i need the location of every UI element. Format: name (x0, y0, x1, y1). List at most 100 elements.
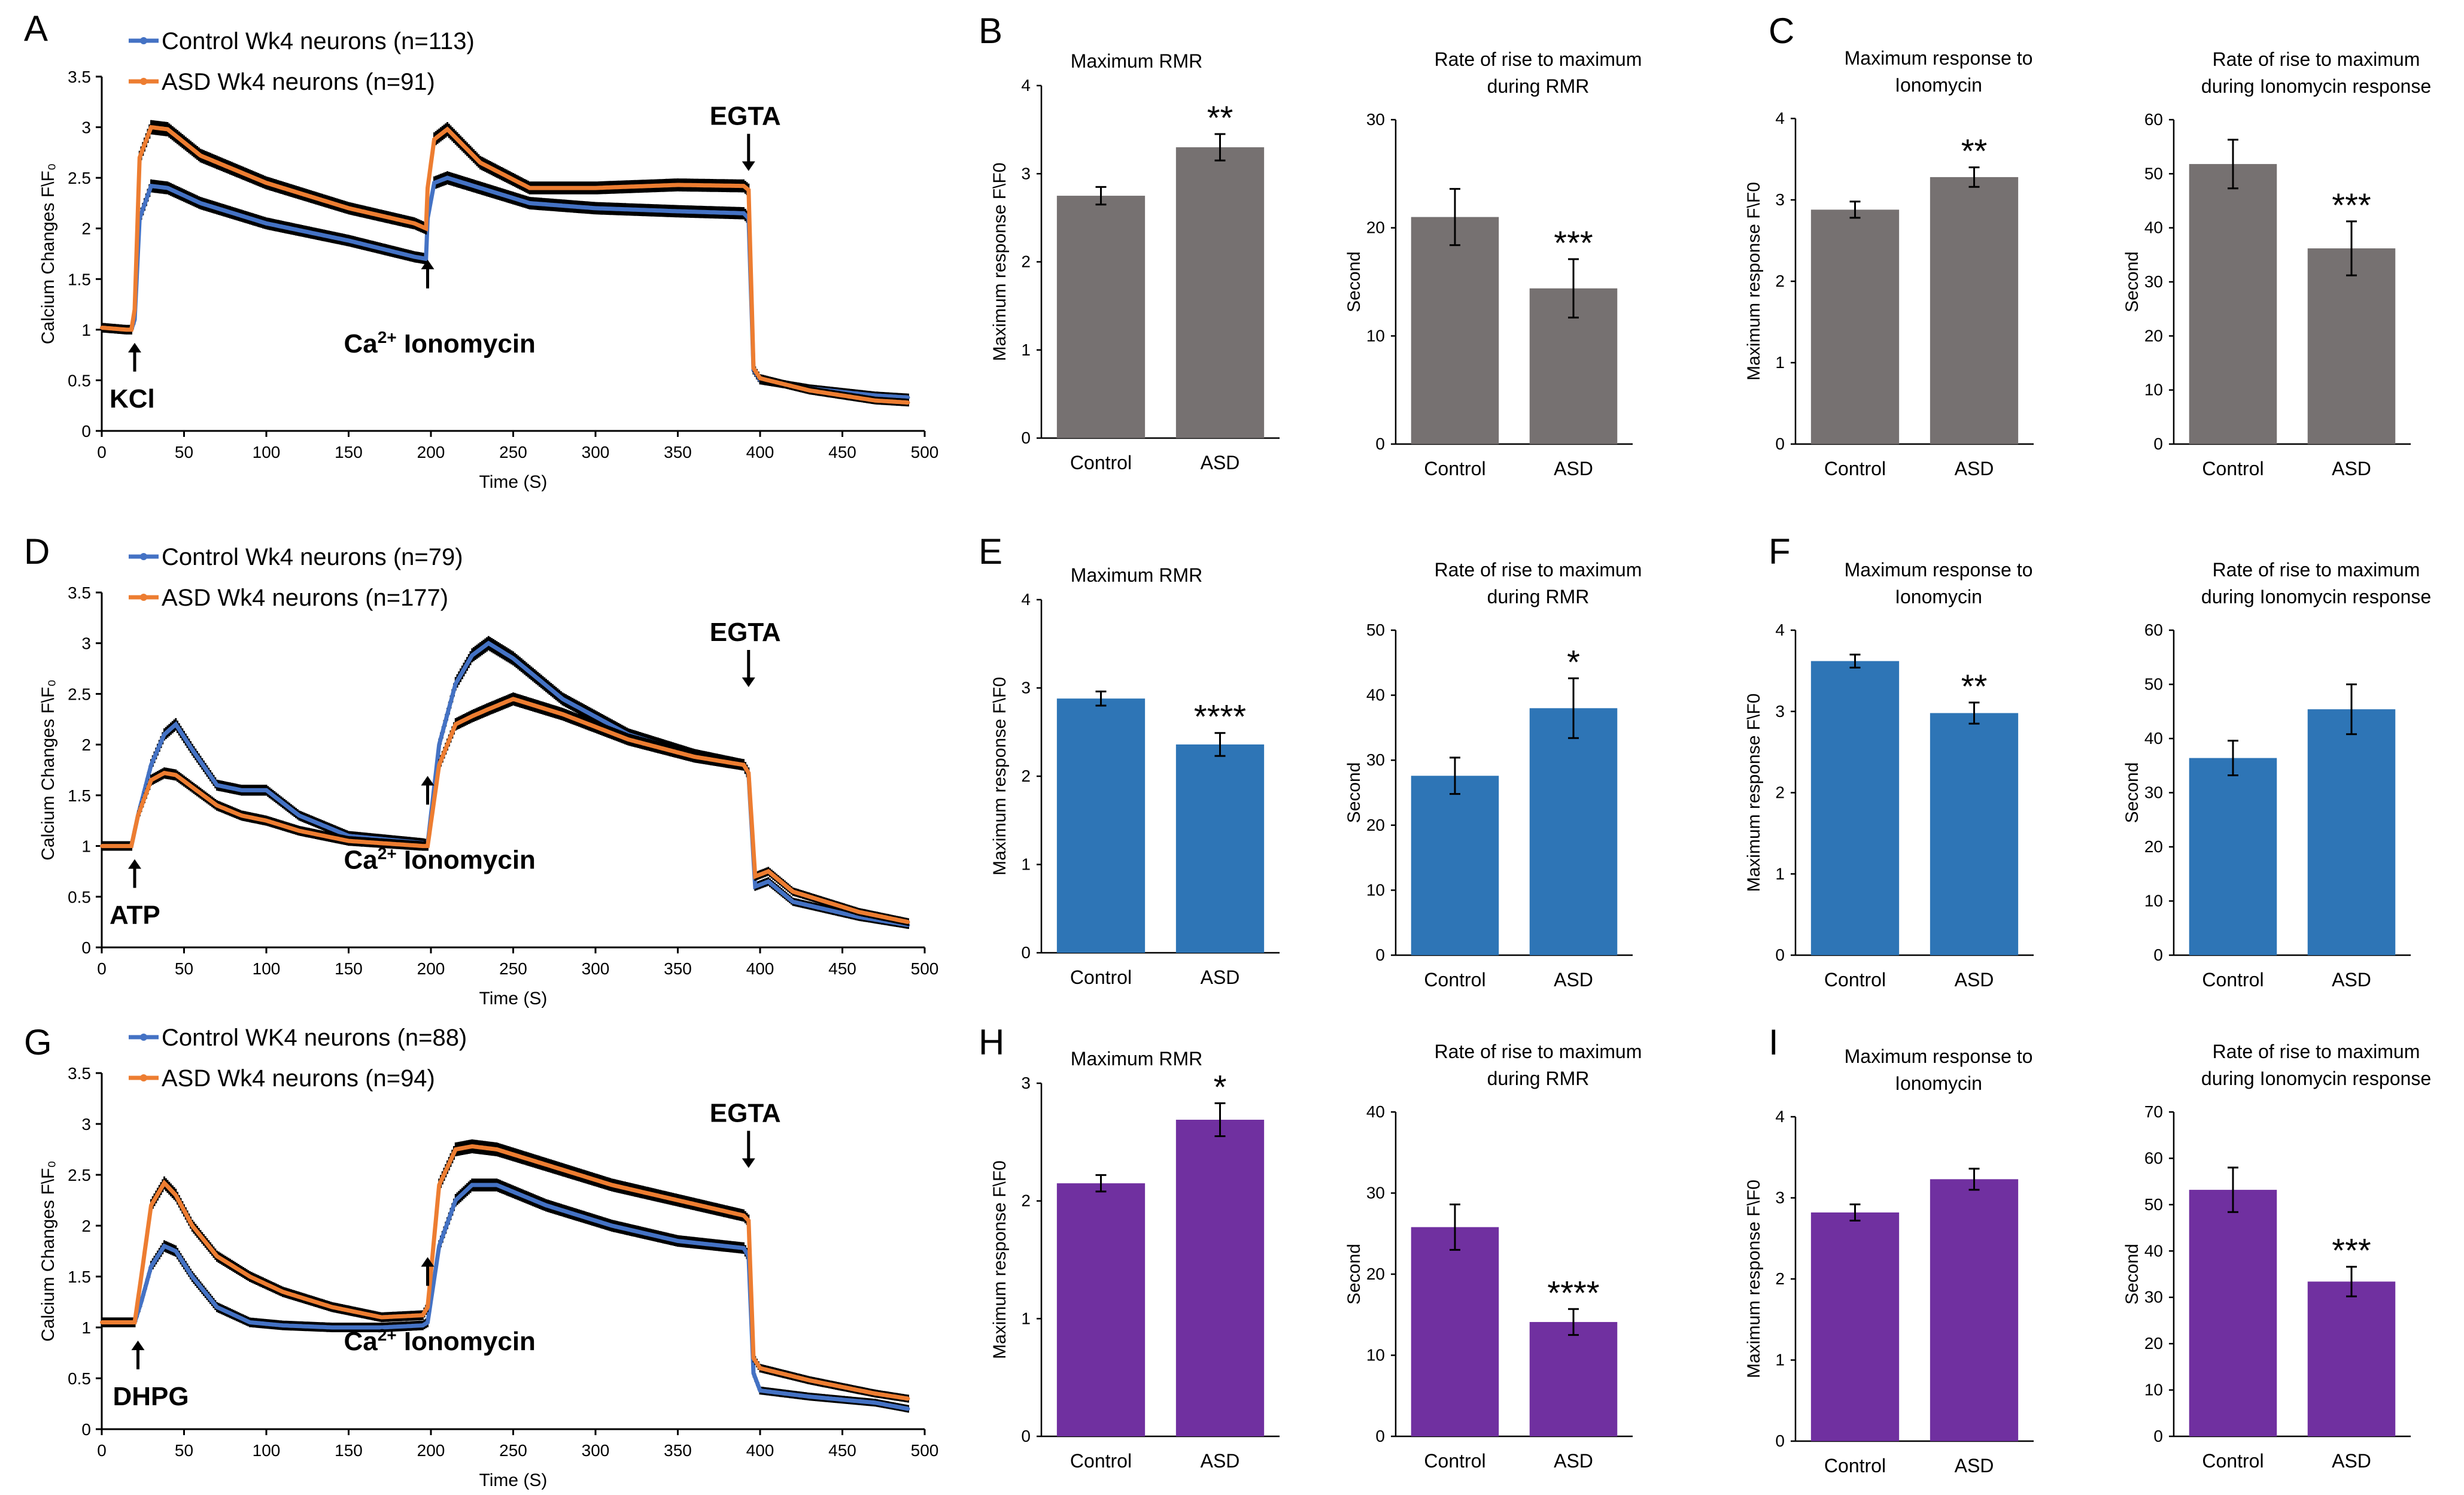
panel-letter: A (24, 8, 48, 48)
category-label: ASD (1554, 969, 1593, 990)
data-point (133, 1320, 136, 1324)
category-label: Control (1070, 967, 1132, 988)
y-axis-title: Maximum response F\F0 (1744, 694, 1764, 892)
data-point (199, 201, 202, 205)
data-point (330, 1305, 334, 1309)
series-asd (100, 692, 910, 926)
data-point (174, 722, 178, 727)
y-axis-title: Calcium Changes F\F₀ (38, 163, 58, 345)
bar-control (2189, 758, 2277, 955)
y-tick-label: 1.5 (68, 786, 91, 805)
y-tick-label: 2 (81, 736, 91, 754)
chart-title: Maximum RMR (1071, 564, 1202, 586)
y-tick-label: 20 (1366, 1265, 1385, 1283)
series-line (102, 1183, 909, 1411)
y-tick-label: 60 (2144, 1148, 2163, 1167)
data-point (454, 1147, 458, 1151)
category-label: Control (2202, 458, 2264, 479)
chart-title-line2: during RMR (1487, 75, 1590, 97)
series-line (101, 175, 909, 400)
y-tick-label: 1 (81, 321, 91, 339)
y-tick-label: 0 (1375, 434, 1385, 453)
x-tick-label: 200 (417, 1441, 445, 1460)
x-tick-label: 450 (828, 959, 856, 978)
data-point (265, 221, 268, 226)
data-point (248, 1275, 252, 1278)
data-point (627, 737, 630, 742)
panel-letter: I (1769, 1022, 1779, 1062)
data-point (174, 1193, 178, 1197)
y-tick-label: 0 (1375, 1427, 1385, 1445)
y-tick-label: 0.5 (68, 371, 91, 390)
series-line (102, 640, 909, 928)
data-point (906, 1407, 910, 1411)
error-whiskers (101, 171, 909, 402)
y-tick-label: 40 (2144, 729, 2163, 748)
x-tick-label: 150 (335, 443, 363, 461)
data-point (742, 184, 746, 188)
y-tick-label: 2 (81, 220, 91, 238)
y-tick-label: 3 (81, 634, 91, 653)
category-label: Control (1824, 1455, 1886, 1476)
data-point (162, 1244, 166, 1248)
category-label: ASD (1201, 1450, 1240, 1472)
y-tick-label: 0 (2153, 946, 2163, 964)
panel-letter: F (1769, 531, 1791, 572)
y-tick-label: 10 (2144, 1381, 2163, 1399)
panel-letter: H (979, 1022, 1004, 1062)
y-tick-label: 1.5 (68, 1268, 91, 1286)
y-axis-title: Maximum response F\F0 (1744, 182, 1764, 381)
legend-label: Control Wk4 neurons (n=79) (162, 544, 463, 570)
data-point (265, 819, 268, 823)
y-tick-label: 0 (1021, 429, 1031, 447)
data-point (100, 1320, 104, 1324)
significance-stars: ** (1961, 667, 1988, 705)
x-tick-label: 250 (499, 1441, 527, 1460)
data-point (478, 160, 482, 165)
data-point (100, 844, 104, 848)
data-point (528, 186, 531, 190)
chart-title-line2: Ionomycin (1895, 74, 1982, 96)
data-point (199, 153, 202, 157)
arrow-head (128, 859, 141, 869)
data-point (412, 255, 417, 259)
y-tick-label: 2.5 (68, 685, 91, 703)
data-point (215, 1305, 219, 1309)
data-point (149, 184, 153, 188)
y-tick-label: 0 (2153, 434, 2163, 453)
y-tick-label: 1.5 (68, 270, 91, 288)
bar-control (1411, 776, 1499, 955)
y-tick-label: 30 (2144, 1288, 2163, 1306)
x-tick-label: 400 (746, 443, 774, 461)
chart-title-line2: during Ionomycin response (2201, 1068, 2431, 1089)
data-point (166, 186, 169, 190)
x-tick-label: 300 (582, 959, 610, 978)
y-tick-label: 70 (2144, 1102, 2163, 1121)
y-tick-label: 1 (1775, 353, 1785, 372)
bar-control (2189, 1190, 2277, 1436)
bar-asd (1175, 147, 1265, 438)
y-axis-title: Calcium Changes F\F₀ (38, 1160, 58, 1342)
y-tick-label: 2.5 (68, 1166, 91, 1184)
data-point (766, 879, 770, 883)
y-tick-label: 1 (1775, 1351, 1785, 1369)
x-tick-label: 500 (911, 1441, 939, 1460)
stimulus-label: KCl (110, 384, 155, 414)
data-point (138, 156, 142, 160)
data-point (190, 785, 195, 789)
y-tick-label: 3 (1775, 1189, 1785, 1207)
data-point (265, 181, 268, 185)
arrow-head (421, 776, 435, 786)
bar-asd (1175, 1119, 1265, 1436)
data-point (174, 1249, 178, 1253)
panel-letter: C (1769, 11, 1794, 51)
data-point (190, 1224, 195, 1227)
data-point (746, 188, 751, 192)
data-point (149, 125, 153, 129)
y-tick-label: 20 (2144, 1334, 2163, 1353)
arrow-head (421, 259, 435, 269)
data-point (347, 239, 351, 243)
arrow-head (742, 677, 755, 687)
x-tick-label: 50 (175, 959, 193, 978)
bar-control (1056, 698, 1146, 953)
